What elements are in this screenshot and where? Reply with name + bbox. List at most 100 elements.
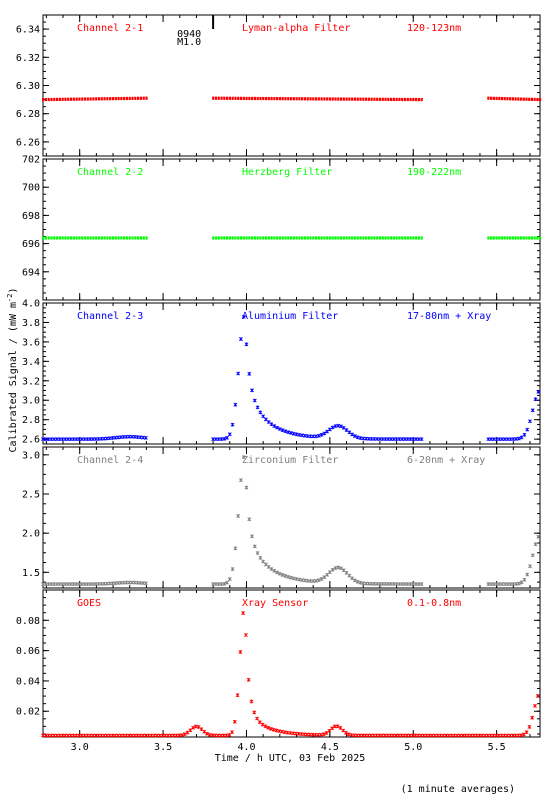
data-point <box>398 236 401 240</box>
data-point <box>373 236 376 240</box>
data-point <box>270 96 273 101</box>
data-point <box>277 571 282 576</box>
y-tick-label: 2.6 <box>22 435 40 446</box>
data-point <box>303 236 307 240</box>
x-tick-label: 3.0 <box>71 742 89 753</box>
data-point <box>377 733 382 738</box>
data-point <box>474 733 479 738</box>
data-point <box>264 96 268 101</box>
data-point <box>89 97 92 101</box>
data-point <box>346 732 351 737</box>
data-point <box>262 236 265 240</box>
data-point <box>312 97 315 101</box>
data-point <box>295 236 298 240</box>
data-point <box>239 96 243 100</box>
data-point <box>123 236 126 240</box>
data-point <box>224 733 229 738</box>
data-point <box>337 236 340 240</box>
data-point <box>71 437 76 442</box>
data-point <box>414 437 418 442</box>
y-tick-label: 3.6 <box>22 337 40 348</box>
data-point <box>489 582 493 586</box>
data-point <box>314 236 318 240</box>
data-point <box>458 733 462 738</box>
data-point <box>237 96 240 100</box>
data-point <box>539 98 542 102</box>
data-point <box>107 733 112 738</box>
data-point <box>60 733 65 738</box>
data-point <box>358 580 363 585</box>
panel-frame <box>42 589 541 738</box>
channel-label: Channel 2-3 <box>77 311 143 322</box>
data-point <box>487 236 490 240</box>
data-point <box>44 236 47 240</box>
data-point <box>79 437 84 442</box>
data-point <box>502 733 507 738</box>
data-point <box>345 97 348 101</box>
data-point <box>412 97 415 102</box>
data-point <box>116 733 120 738</box>
data-point <box>248 236 251 240</box>
data-point <box>535 694 540 698</box>
data-point <box>152 733 157 738</box>
data-point <box>106 97 109 101</box>
data-point <box>506 97 509 101</box>
data-point <box>441 733 446 738</box>
data-point <box>41 733 45 738</box>
data-point <box>495 236 498 240</box>
data-point <box>320 236 323 240</box>
data-point <box>117 96 120 101</box>
data-point <box>225 580 229 585</box>
data-point <box>420 236 423 240</box>
data-point <box>396 733 401 738</box>
data-point <box>287 236 290 240</box>
panel-4: 1.5 2.0 2.5 3.0 Channel 2-4 Zirconium Filter 6… <box>22 446 541 589</box>
data-point <box>314 434 318 439</box>
data-point <box>530 553 535 558</box>
data-point <box>55 97 59 102</box>
data-point <box>281 97 284 101</box>
data-point <box>113 435 118 440</box>
panel-5: 0.02 0.04 0.06 0.08 GOES Xray Sensor 0.1-0.8nm… <box>16 589 541 753</box>
data-point <box>230 730 234 735</box>
data-point <box>417 236 421 240</box>
data-point <box>66 437 70 442</box>
data-point <box>259 236 262 240</box>
data-point <box>384 97 387 101</box>
data-point <box>242 96 245 100</box>
data-point <box>491 582 496 586</box>
data-point <box>139 236 143 240</box>
data-point <box>266 725 271 730</box>
data-point <box>330 425 335 430</box>
y-tick-label: 6.30 <box>16 81 40 92</box>
data-point <box>278 236 282 240</box>
data-point <box>380 733 385 738</box>
data-point <box>256 96 259 101</box>
data-series <box>41 611 540 738</box>
filter-label: Aluminium Filter <box>242 311 338 322</box>
data-point <box>44 97 47 102</box>
data-point <box>517 97 520 101</box>
data-point <box>367 97 370 101</box>
data-point <box>233 546 238 551</box>
data-point <box>67 97 70 101</box>
y-tick-label: 0.06 <box>16 646 40 657</box>
data-point <box>417 97 421 102</box>
data-point <box>177 733 182 738</box>
data-point <box>297 577 302 582</box>
data-point <box>511 97 514 101</box>
x-tick-label: 3.5 <box>154 742 172 753</box>
data-point <box>319 577 324 581</box>
filter-label: Xray Sensor <box>242 598 308 609</box>
data-point <box>247 517 252 522</box>
data-point <box>43 582 48 587</box>
data-point <box>516 581 521 586</box>
data-point <box>52 437 57 442</box>
data-point <box>345 236 348 240</box>
data-point <box>373 97 376 101</box>
data-point <box>138 435 143 440</box>
x-tick-label: 5.0 <box>404 742 422 753</box>
data-point <box>289 575 293 580</box>
data-point <box>230 422 235 427</box>
data-point <box>392 97 395 102</box>
